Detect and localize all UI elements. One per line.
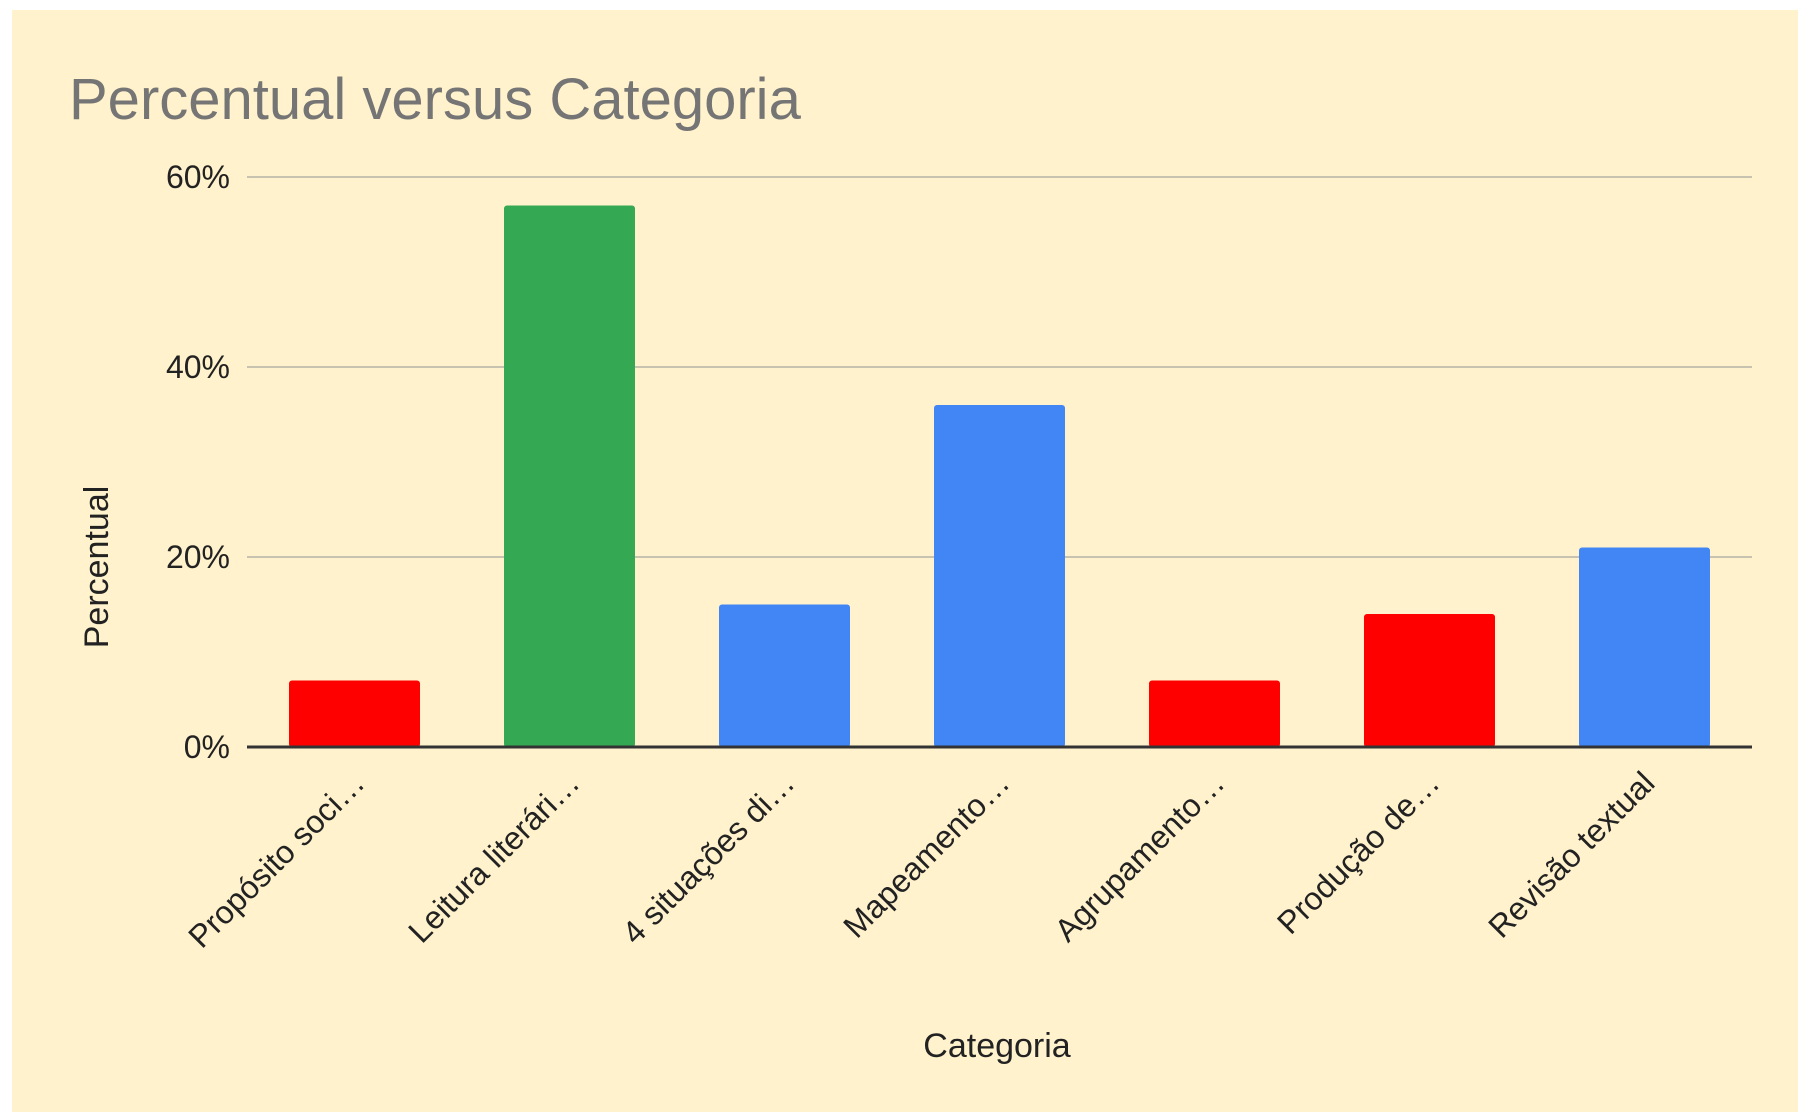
y-tick-label: 20% <box>166 539 230 575</box>
bar-chart: Percentual versus Categoria 0%20%40%60% … <box>12 10 1798 1112</box>
bar-4 <box>934 405 1065 747</box>
y-tick-label: 40% <box>166 349 230 385</box>
chart-title: Percentual versus Categoria <box>69 67 802 132</box>
y-tick-label: 60% <box>166 159 230 195</box>
bar-3 <box>719 605 850 748</box>
x-category-label: Propósito soci… <box>181 764 371 954</box>
bar-6 <box>1364 614 1495 747</box>
x-category-label: Agrupamento… <box>1048 764 1232 948</box>
x-category-label: Produção de… <box>1270 764 1446 940</box>
bar-2 <box>504 206 635 748</box>
chart-card: Percentual versus Categoria 0% 20% 40% 60% … <box>12 10 1798 1112</box>
x-category-label: Revisão textual <box>1481 764 1661 944</box>
y-tick-label: 0% <box>184 729 230 765</box>
bars <box>289 206 1710 748</box>
y-axis-label: Percentual <box>78 486 116 649</box>
bar-5 <box>1149 681 1280 748</box>
x-axis-label: Categoria <box>923 1027 1071 1065</box>
y-axis-ticks: 0% 20% 40% 60% <box>166 159 230 765</box>
x-category-label: Mapeamento… <box>836 764 1016 944</box>
x-category-label: 4 situações di… <box>615 764 801 950</box>
bar-7 <box>1579 548 1710 748</box>
x-category-label: Leitura literári… <box>401 764 586 949</box>
bar-1 <box>289 681 420 748</box>
x-axis-categories: Propósito soci… Leitura literári… 4 situaç… <box>181 764 1661 954</box>
